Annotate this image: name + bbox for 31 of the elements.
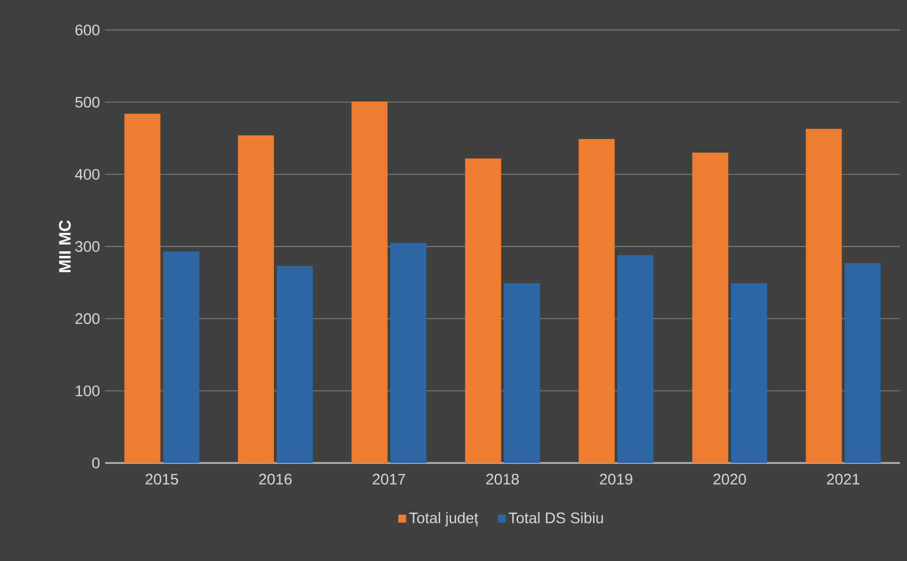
bar [617, 255, 654, 463]
bar [276, 266, 313, 463]
x-tick-label: 2020 [713, 474, 746, 485]
x-tick-label: 2017 [372, 474, 406, 485]
bar [465, 158, 502, 463]
y-tick-label: 600 [75, 24, 100, 36]
bar [390, 242, 426, 463]
bar [238, 135, 274, 463]
bar [692, 152, 728, 463]
x-tick-label: 2021 [827, 474, 860, 485]
y-tick-label: 100 [76, 385, 100, 396]
bar [806, 128, 842, 463]
bar [731, 283, 768, 463]
y-tick-label: 500 [75, 96, 100, 108]
bar [504, 283, 540, 463]
bar [124, 114, 160, 463]
bar [163, 252, 200, 463]
y-tick-label: 0 [92, 458, 100, 468]
x-tick-label: 2015 [146, 474, 178, 485]
legend-label: Total județ [409, 512, 478, 526]
legend-label: Total DS Sibiu [508, 512, 603, 524]
y-tick-label: 300 [75, 241, 100, 252]
x-tick-label: 2016 [259, 474, 292, 485]
y-tick-label: 200 [75, 313, 100, 324]
y-axis-title: MII MC [59, 220, 71, 272]
x-tick-label: 2019 [600, 474, 632, 485]
y-tick-label: 400 [75, 168, 100, 180]
x-tick-label: 2018 [486, 474, 519, 485]
bar [844, 263, 881, 463]
bar [352, 101, 388, 463]
bar [578, 138, 615, 463]
